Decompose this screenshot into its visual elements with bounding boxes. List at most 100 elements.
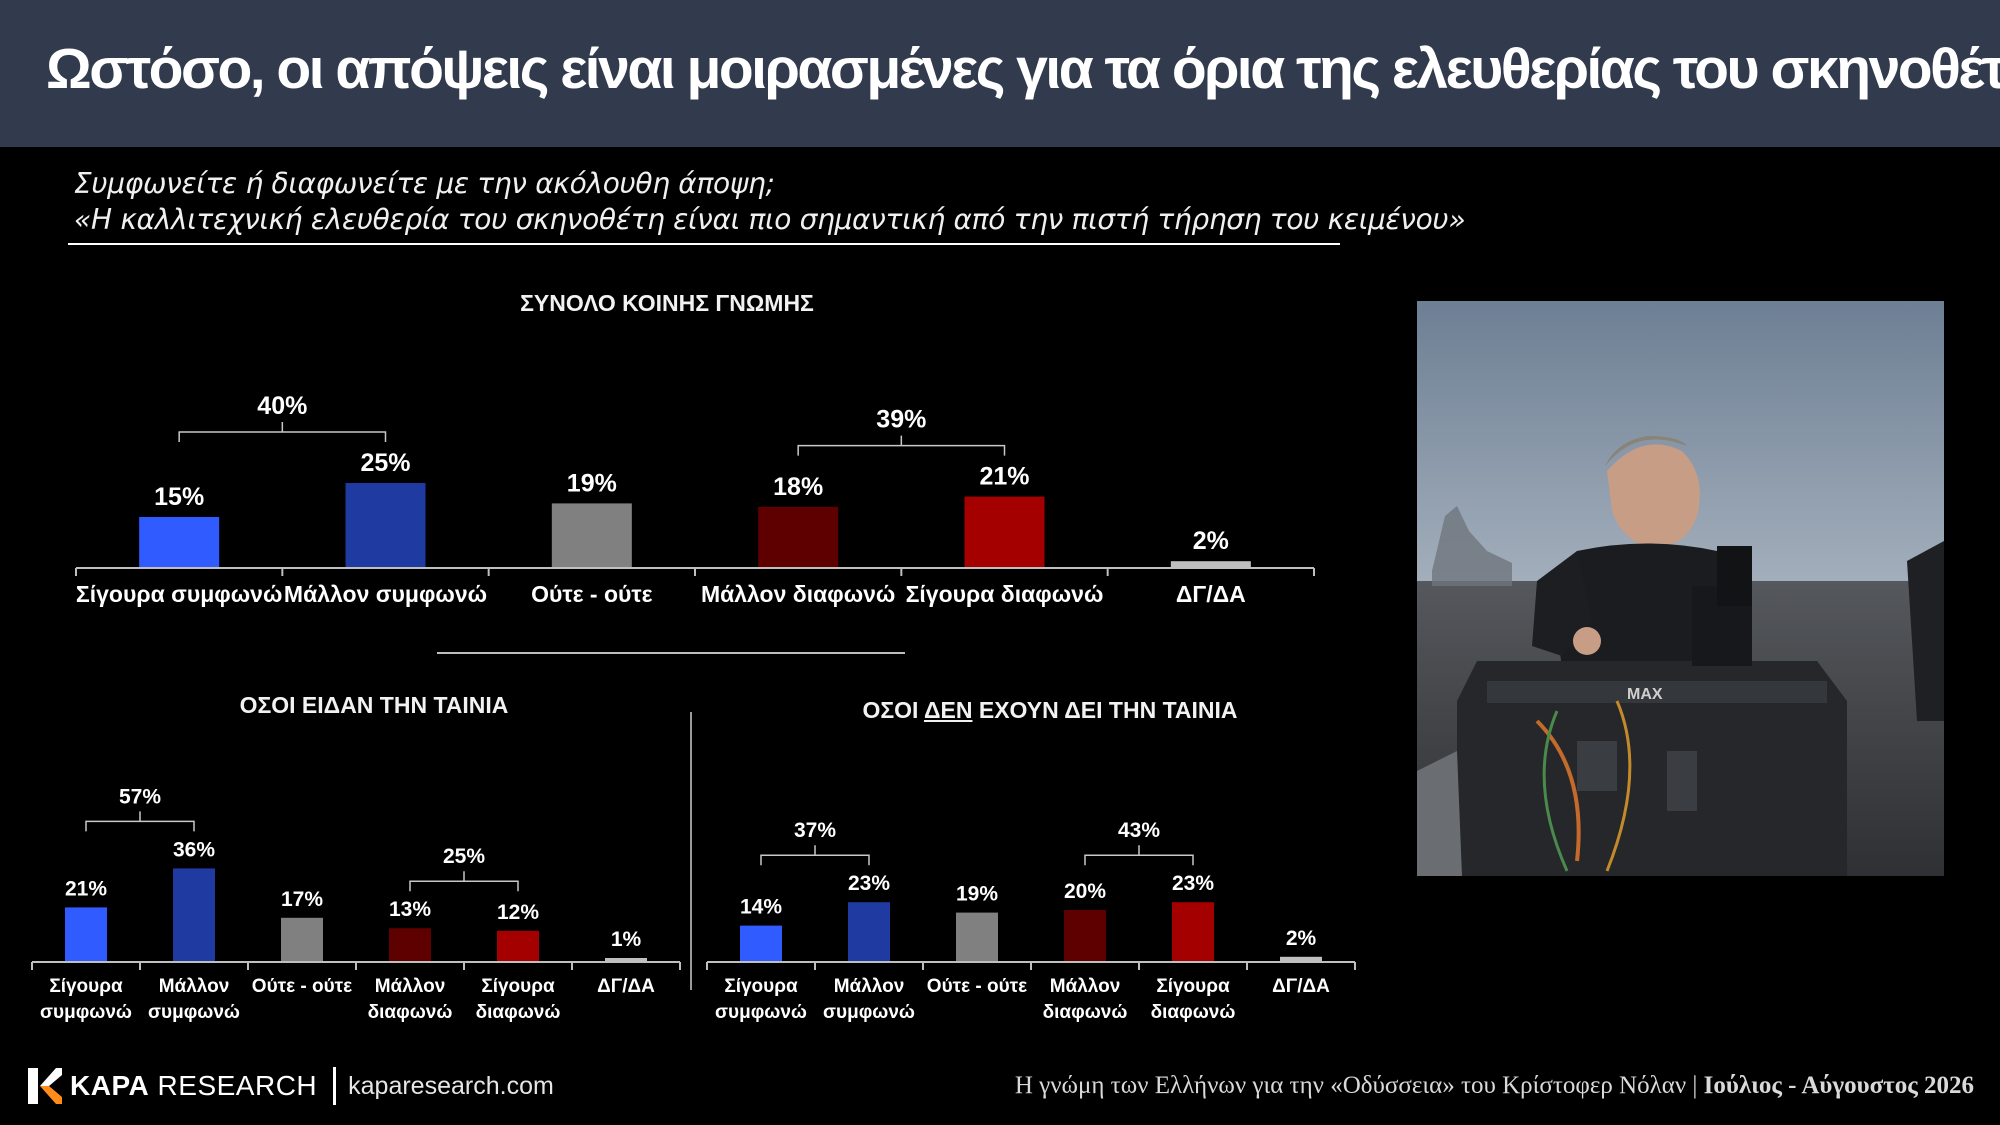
- logo-bold: KAPA: [70, 1070, 150, 1101]
- bar-strongly-disagree: [497, 930, 539, 961]
- bar-dk-na: [1280, 956, 1322, 961]
- tick-label: ΔΓ/ΔΑ: [1272, 976, 1330, 997]
- tick-label: Σίγουρα: [1156, 976, 1230, 997]
- tick-label: συμφωνώ: [823, 1002, 915, 1023]
- logo-separator: [333, 1067, 337, 1105]
- data-label: 23%: [1172, 872, 1214, 895]
- title-part: ΕΧΟΥΝ ΔΕΙ ΤΗΝ ΤΑΙΝΙΑ: [972, 697, 1238, 723]
- bar-rather-agree: [848, 902, 890, 961]
- bar-rather-agree: [345, 483, 426, 567]
- group-total-label: 40%: [257, 392, 307, 420]
- data-label: 19%: [567, 469, 617, 497]
- bar-rather-agree: [173, 868, 215, 961]
- tick-label: Ούτε - ούτε: [927, 976, 1027, 997]
- data-label: 12%: [497, 901, 539, 924]
- source-text: Η γνώμη των Ελλήνων για την «Οδύσσεια» τ…: [1014, 1072, 1704, 1099]
- title-part: ΟΣΟΙ: [862, 697, 924, 723]
- group-total-label: 57%: [119, 785, 161, 808]
- data-label: 1%: [611, 928, 642, 951]
- title-part-underlined: ΔΕΝ: [923, 697, 973, 723]
- group-bracket: [1084, 845, 1194, 866]
- tick-label: ΔΓ/ΔΑ: [1176, 581, 1246, 607]
- svg-text:MAX: MAX: [1627, 686, 1663, 703]
- bar-rather-disagree: [1064, 910, 1106, 961]
- tick-label: συμφωνώ: [40, 1002, 132, 1023]
- page-title: Ωστόσο, οι απόψεις είναι μοιρασμένες για…: [46, 37, 2000, 101]
- tick-label: διαφωνώ: [1043, 1002, 1128, 1023]
- data-label: 13%: [389, 898, 431, 921]
- source-date: Ιούλιος - Αύγουστος 2026: [1703, 1072, 1974, 1099]
- data-label: 36%: [173, 838, 215, 861]
- bar-neither: [281, 917, 323, 961]
- website-link[interactable]: kaparesearch.com: [348, 1071, 554, 1100]
- logo-rest: RESEARCH: [149, 1070, 318, 1101]
- bar-neither: [551, 503, 632, 567]
- chart-title-seen: ΟΣΟΙ ΕΙΔΑΝ ΤΗΝ ΤΑΙΝΙΑ: [239, 692, 509, 718]
- bar-dk-na: [1170, 561, 1251, 567]
- data-label: 21%: [979, 463, 1029, 491]
- tick-label: Σίγουρα: [49, 976, 123, 997]
- bar-neither: [956, 912, 998, 961]
- section-divider-horizontal: [437, 652, 905, 654]
- question-line-2: «Η καλλιτεχνική ελευθερία του σκηνοθέτη …: [74, 203, 1466, 236]
- bar-strongly-disagree: [964, 496, 1045, 567]
- data-label: 15%: [154, 483, 204, 511]
- tick-label: Σίγουρα διαφωνώ: [906, 581, 1104, 607]
- data-label: 23%: [848, 872, 890, 895]
- chart-title-not-seen: ΟΣΟΙ ΔΕΝ ΕΧΟΥΝ ΔΕΙ ΤΗΝ ΤΑΙΝΙΑ: [862, 697, 1237, 724]
- bar-strongly-agree: [65, 907, 107, 961]
- chart-title-total: ΣΥΝΟΛΟ ΚΟΙΝΗΣ ΓΝΩΜΗΣ: [520, 290, 814, 316]
- group-bracket: [85, 811, 195, 832]
- bar-rather-disagree: [758, 506, 839, 567]
- group-total-label: 25%: [443, 845, 485, 868]
- group-bracket: [178, 422, 387, 442]
- group-total-label: 43%: [1118, 819, 1160, 842]
- group-total-label: 37%: [794, 819, 836, 842]
- group-bracket: [797, 435, 1006, 456]
- tick-label: Μάλλον συμφωνώ: [284, 581, 487, 607]
- question-line-1: Συμφωνείτε ή διαφωνείτε με την ακόλουθη …: [74, 167, 775, 200]
- kapa-logo-icon: [28, 1068, 62, 1104]
- header-bar: Ωστόσο, οι απόψεις είναι μοιρασμένες για…: [0, 0, 2000, 147]
- tick-label: συμφωνώ: [148, 1002, 240, 1023]
- group-bracket: [760, 845, 870, 866]
- bar-rather-disagree: [389, 928, 431, 961]
- kapa-research-logo: KAPA RESEARCH kaparesearch.com: [28, 1067, 554, 1105]
- group-bracket: [409, 871, 519, 892]
- tick-label: συμφωνώ: [715, 1002, 807, 1023]
- data-label: 20%: [1064, 880, 1106, 903]
- data-label: 2%: [1286, 927, 1317, 950]
- tick-label: Μάλλον: [1050, 976, 1121, 997]
- question-underline: [68, 243, 1340, 245]
- director-photo: MAX: [1417, 301, 1944, 876]
- tick-label: Μάλλον: [159, 976, 230, 997]
- tick-label: Σίγουρα: [481, 976, 555, 997]
- tick-label: Ούτε - ούτε: [252, 976, 352, 997]
- data-label: 2%: [1193, 527, 1229, 555]
- data-label: 17%: [281, 888, 323, 911]
- data-label: 18%: [773, 473, 823, 501]
- tick-label: Μάλλον: [375, 976, 446, 997]
- tick-label: διαφωνώ: [1151, 1002, 1236, 1023]
- tick-label: διαφωνώ: [368, 1002, 453, 1023]
- bar-dk-na: [605, 958, 647, 961]
- section-divider-vertical: [690, 712, 692, 990]
- tick-label: ΔΓ/ΔΑ: [597, 976, 655, 997]
- bar-strongly-agree: [139, 517, 220, 567]
- tick-label: διαφωνώ: [476, 1002, 561, 1023]
- logo-text: KAPA RESEARCH: [70, 1070, 317, 1102]
- group-total-label: 39%: [876, 406, 926, 434]
- tick-label: Μάλλον διαφωνώ: [701, 581, 895, 607]
- tick-label: Σίγουρα: [724, 976, 798, 997]
- bar-strongly-agree: [740, 925, 782, 961]
- data-label: 19%: [956, 883, 998, 906]
- tick-label: Ούτε - ούτε: [531, 581, 653, 607]
- data-label: 14%: [740, 896, 782, 919]
- tick-label: Σίγουρα συμφωνώ: [76, 581, 282, 607]
- tick-label: Μάλλον: [834, 976, 905, 997]
- survey-question: Συμφωνείτε ή διαφωνείτε με την ακόλουθη …: [74, 166, 1466, 238]
- bar-strongly-disagree: [1172, 902, 1214, 961]
- footer-source: Η γνώμη των Ελλήνων για την «Οδύσσεια» τ…: [1015, 1072, 1974, 1100]
- data-label: 21%: [65, 877, 107, 900]
